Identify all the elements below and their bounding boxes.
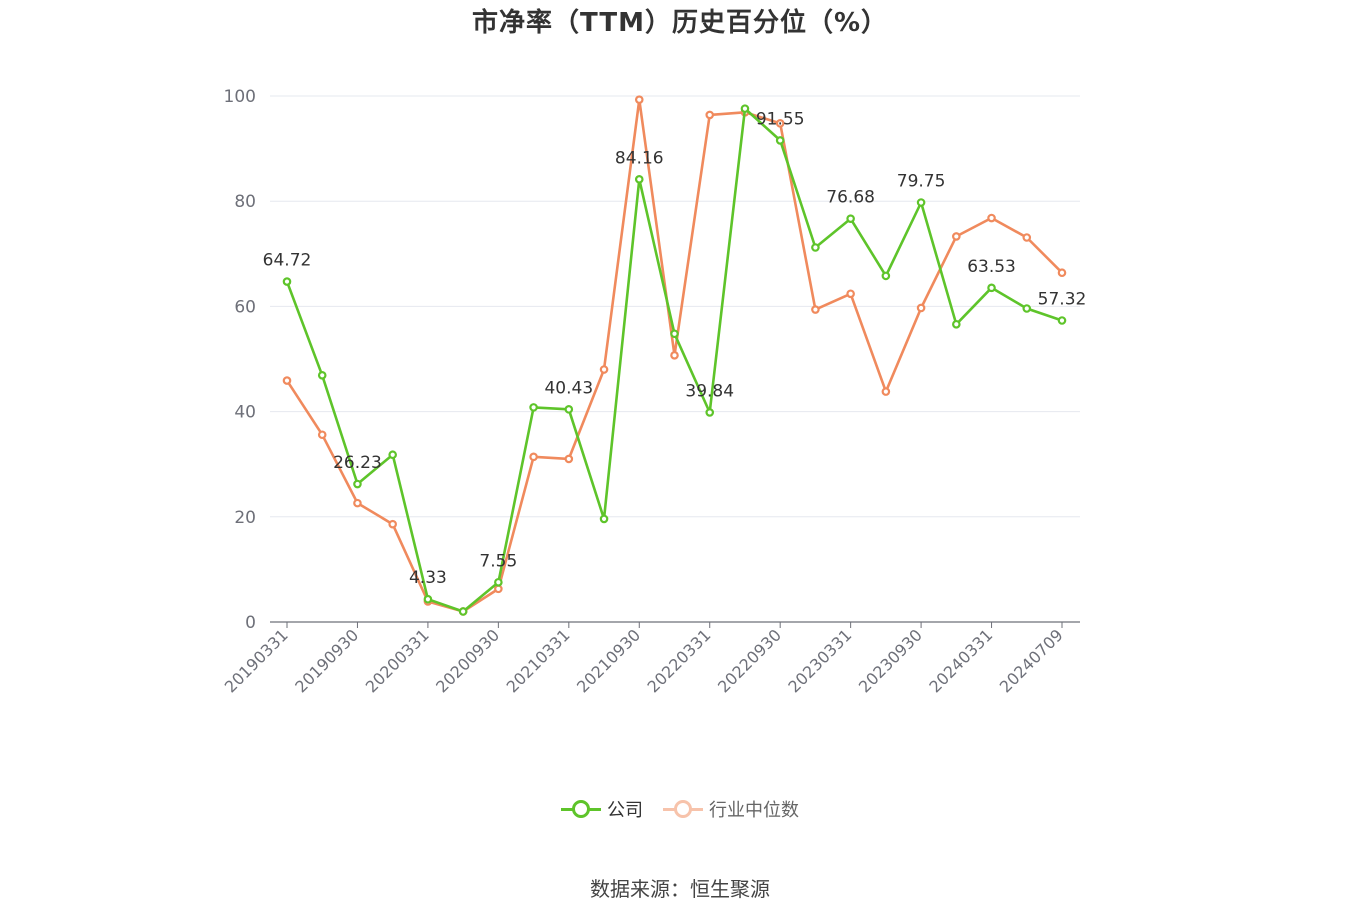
x-tick-label: 20220331 <box>644 625 715 696</box>
data-point[interactable] <box>388 450 397 460</box>
data-point[interactable] <box>317 371 327 380</box>
x-tick-label: 20240331 <box>925 625 996 696</box>
legend-label-industry-median: 行业中位数 <box>709 800 799 821</box>
legend-marker-industry-median-icon <box>663 799 703 819</box>
data-point[interactable] <box>987 213 996 223</box>
data-point[interactable] <box>353 498 362 508</box>
data-point[interactable] <box>740 104 750 113</box>
data-point[interactable] <box>952 319 961 329</box>
y-tick-label: 40 <box>234 403 256 423</box>
data-point[interactable] <box>458 607 468 616</box>
x-tick-label: 20190930 <box>291 625 362 696</box>
x-tick-label: 20210331 <box>503 625 574 696</box>
data-point[interactable] <box>634 95 644 104</box>
data-point[interactable] <box>811 305 820 314</box>
data-point[interactable] <box>423 594 433 604</box>
x-tick-label: 20240709 <box>996 625 1067 696</box>
data-point[interactable] <box>670 329 679 339</box>
data-point[interactable] <box>317 430 327 440</box>
y-tick-label: 100 <box>224 87 256 107</box>
y-tick-label: 60 <box>234 297 256 317</box>
legend-item-industry-median[interactable]: 行业中位数 <box>663 796 799 822</box>
chart-title: 市净率（TTM）历史百分位（%） <box>472 8 888 38</box>
data-point[interactable] <box>916 303 926 313</box>
data-point[interactable] <box>529 452 538 462</box>
legend-label-company: 公司 <box>607 800 643 821</box>
data-label: 40.43 <box>544 378 593 398</box>
legend-marker-company-icon <box>561 799 601 819</box>
data-point[interactable] <box>353 479 362 489</box>
data-point[interactable] <box>282 376 292 385</box>
data-point[interactable] <box>529 403 538 412</box>
data-point[interactable] <box>1057 316 1067 325</box>
data-point[interactable] <box>494 584 503 594</box>
series-line <box>285 107 1063 613</box>
data-point[interactable] <box>564 405 574 414</box>
data-source: 数据来源：恒生聚源 <box>590 877 770 901</box>
data-point[interactable] <box>846 214 855 223</box>
series-company <box>282 104 1067 616</box>
data-point[interactable] <box>564 454 574 464</box>
data-label: 84.16 <box>615 148 664 168</box>
data-point[interactable] <box>634 175 644 184</box>
x-tick-label: 20210930 <box>573 625 644 696</box>
data-label: 39.84 <box>685 381 734 401</box>
data-point[interactable] <box>1022 304 1032 313</box>
legend-item-company[interactable]: 公司 <box>561 796 643 822</box>
y-tick-label: 20 <box>234 508 256 528</box>
data-label: 76.68 <box>826 188 875 208</box>
data-label: 57.32 <box>1038 289 1087 309</box>
data-label: 7.55 <box>479 551 517 571</box>
data-label: 26.23 <box>333 453 382 473</box>
x-tick-label: 20190331 <box>221 625 292 696</box>
x-tick-label: 20200930 <box>432 625 503 696</box>
x-tick-label: 20220930 <box>714 625 785 696</box>
data-label: 91.55 <box>756 109 805 129</box>
y-tick-label: 0 <box>245 613 256 633</box>
data-point[interactable] <box>916 198 926 207</box>
data-point[interactable] <box>670 351 679 360</box>
data-point[interactable] <box>1057 268 1067 278</box>
legend: 公司 行业中位数 <box>0 796 1360 822</box>
series <box>282 95 1067 616</box>
data-label: 79.75 <box>897 172 946 192</box>
y-tick-label: 80 <box>234 192 256 212</box>
data-point[interactable] <box>599 514 609 524</box>
data-point[interactable] <box>846 289 855 299</box>
series-industry-median <box>282 95 1067 616</box>
data-point[interactable] <box>952 232 961 241</box>
data-point[interactable] <box>705 408 715 417</box>
data-point[interactable] <box>775 119 785 128</box>
data-point[interactable] <box>1022 233 1032 242</box>
data-point[interactable] <box>775 136 785 145</box>
data-labels: 64.72 26.23 4.33 7.55 40.43 84.16 39.84 91.55 76… <box>263 109 1087 588</box>
x-tick-label: 20230331 <box>784 625 855 696</box>
data-point[interactable] <box>811 243 820 252</box>
data-point[interactable] <box>494 577 503 587</box>
data-label: 64.72 <box>263 251 312 271</box>
data-point[interactable] <box>388 519 397 529</box>
grid-lines <box>270 95 1080 518</box>
data-label: 4.33 <box>409 568 447 588</box>
data-label: 63.53 <box>967 257 1016 277</box>
data-point[interactable] <box>987 283 996 293</box>
x-tick-label: 20200331 <box>362 625 433 696</box>
x-tick-label: 20230930 <box>855 625 926 696</box>
data-point[interactable] <box>881 271 891 281</box>
data-point[interactable] <box>282 277 292 286</box>
data-point[interactable] <box>705 110 715 120</box>
data-point[interactable] <box>881 387 891 396</box>
data-point[interactable] <box>599 365 609 374</box>
